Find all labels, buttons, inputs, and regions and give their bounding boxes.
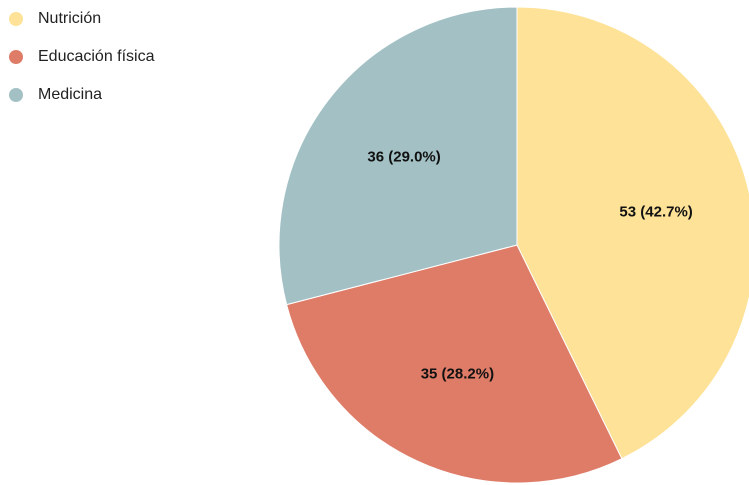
legend-swatch <box>9 88 23 102</box>
legend-swatch <box>9 12 23 26</box>
legend-swatch <box>9 50 23 64</box>
legend-label: Medicina <box>38 86 102 103</box>
slice-label: 35 (28.2%) <box>421 366 494 383</box>
pie-slice <box>278 6 518 306</box>
slice-label: 36 (29.0%) <box>367 149 440 166</box>
slice-label: 53 (42.7%) <box>619 204 692 221</box>
pie-slice <box>285 244 623 484</box>
legend-label: Educación física <box>38 48 155 65</box>
legend-label: Nutrición <box>38 10 101 27</box>
